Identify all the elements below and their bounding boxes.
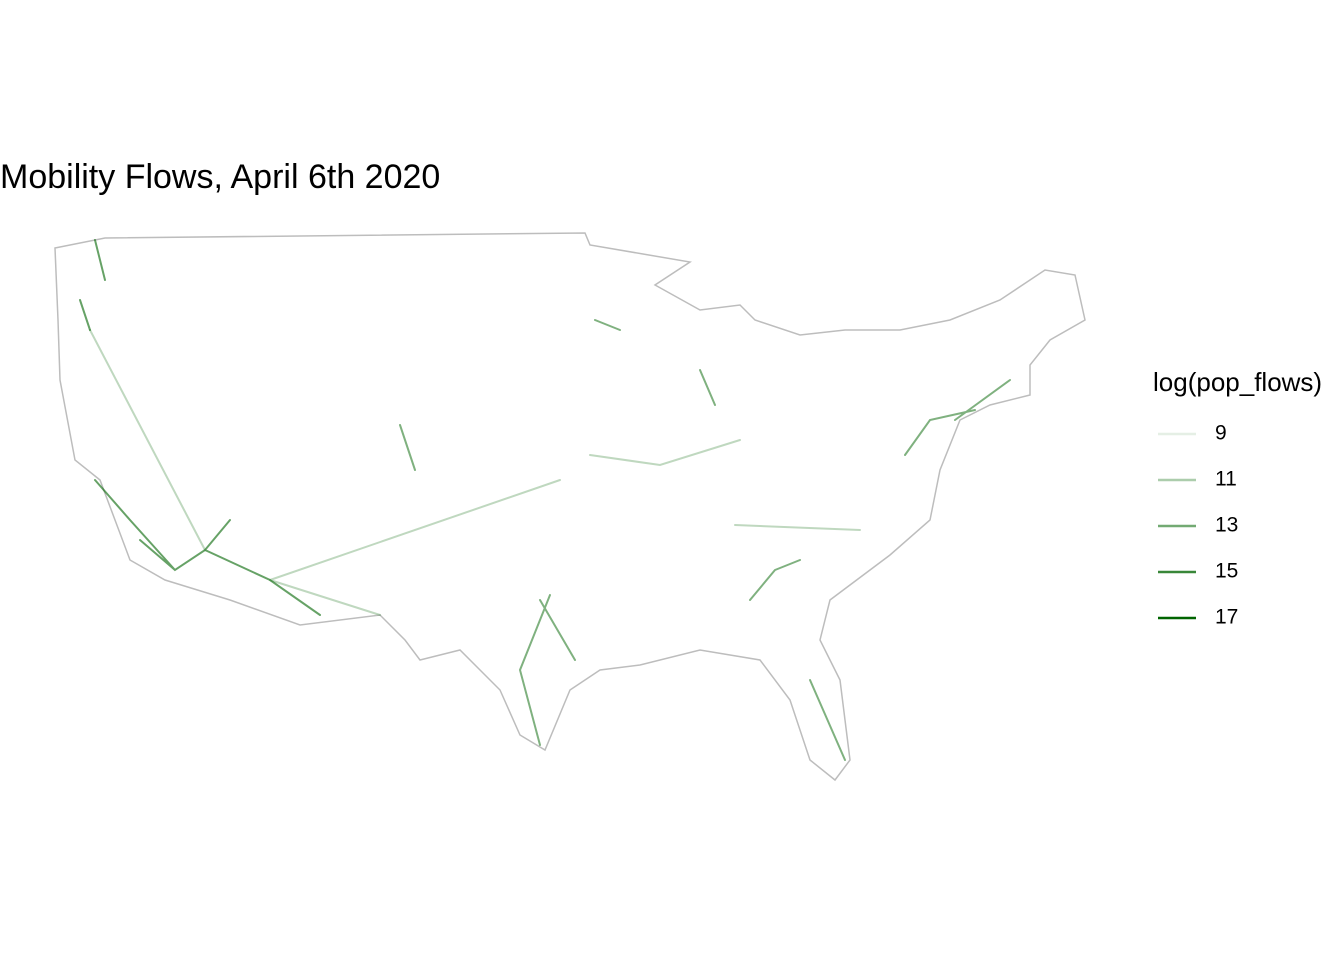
legend-title: log(pop_flows) [1153, 367, 1322, 397]
us-outline [54, 232, 1086, 782]
legend-label: 15 [1215, 560, 1238, 583]
legend-label: 17 [1215, 606, 1238, 629]
legend: log(pop_flows) 9 11 13 15 17 [1153, 367, 1322, 629]
legend-label: 9 [1215, 422, 1227, 445]
flow-lines [79, 239, 1011, 761]
legend-label: 11 [1215, 468, 1237, 491]
map-title: Mobility Flows, April 6th 2020 [0, 158, 440, 196]
legend-label: 13 [1215, 514, 1238, 537]
